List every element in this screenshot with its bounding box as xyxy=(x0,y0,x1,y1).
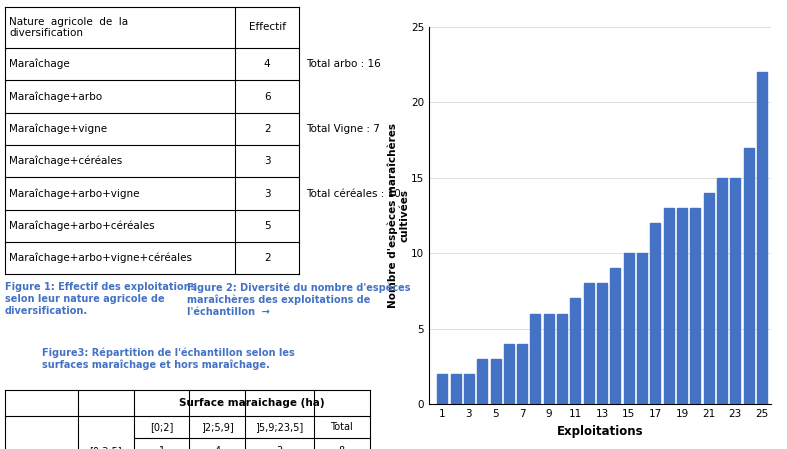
Bar xyxy=(477,359,487,404)
Bar xyxy=(624,253,634,404)
Bar xyxy=(584,283,593,404)
Bar xyxy=(597,283,607,404)
Text: 2: 2 xyxy=(264,124,271,134)
Bar xyxy=(611,269,620,404)
Text: 3: 3 xyxy=(264,156,271,166)
Text: Figure 2: Diversité du nombre d'espèces
maraîchères des exploitations de
l'échan: Figure 2: Diversité du nombre d'espèces … xyxy=(187,282,411,317)
Bar xyxy=(557,313,567,404)
Text: Maraîchage+arbo+vigne+céréales: Maraîchage+arbo+vigne+céréales xyxy=(9,253,192,264)
Text: 3: 3 xyxy=(264,189,271,198)
Text: Total Vigne : 7: Total Vigne : 7 xyxy=(305,124,379,134)
Text: [0;3,5]: [0;3,5] xyxy=(89,446,122,449)
Text: 4: 4 xyxy=(264,59,271,69)
Bar xyxy=(663,208,674,404)
Text: 3: 3 xyxy=(276,446,283,449)
Bar xyxy=(704,193,714,404)
Bar xyxy=(650,223,660,404)
Text: [0;2]: [0;2] xyxy=(150,422,173,432)
Text: 2: 2 xyxy=(264,253,271,263)
Text: Maraîchage+vigne: Maraîchage+vigne xyxy=(9,123,108,134)
Bar xyxy=(571,299,581,404)
Text: Figure 1: Effectif des exploitations
selon leur nature agricole de
diversificati: Figure 1: Effectif des exploitations sel… xyxy=(5,282,197,316)
Bar xyxy=(730,178,741,404)
Text: 8: 8 xyxy=(338,446,345,449)
Y-axis label: Nombre d'espèces maraîchères
cultivées: Nombre d'espèces maraîchères cultivées xyxy=(387,123,409,308)
Text: Effectif: Effectif xyxy=(249,22,286,32)
Bar xyxy=(757,72,767,404)
Text: 6: 6 xyxy=(264,92,271,101)
Text: Total: Total xyxy=(331,422,353,432)
Text: Maraîchage: Maraîchage xyxy=(9,59,70,70)
Text: ]2;5,9]: ]2;5,9] xyxy=(201,422,234,432)
X-axis label: Exploitations: Exploitations xyxy=(556,424,644,437)
Bar xyxy=(464,374,474,404)
Bar xyxy=(690,208,700,404)
Bar xyxy=(744,148,754,404)
Text: Total céréales : 10: Total céréales : 10 xyxy=(305,189,401,198)
Bar xyxy=(544,313,554,404)
Text: Maraîchage+céréales: Maraîchage+céréales xyxy=(9,156,123,167)
Bar xyxy=(637,253,647,404)
Text: 4: 4 xyxy=(214,446,220,449)
Bar xyxy=(490,359,501,404)
Text: Total arbo : 16: Total arbo : 16 xyxy=(305,59,380,69)
Text: Surface maraichage (ha): Surface maraichage (ha) xyxy=(179,398,324,408)
Bar xyxy=(517,344,527,404)
Bar xyxy=(677,208,687,404)
Text: Figure3: Répartition de l'échantillon selon les
surfaces maraîchage et hors mara: Figure3: Répartition de l'échantillon se… xyxy=(42,348,295,370)
Bar xyxy=(717,178,727,404)
Text: Maraîchage+arbo: Maraîchage+arbo xyxy=(9,91,102,102)
Text: Maraîchage+arbo+céréales: Maraîchage+arbo+céréales xyxy=(9,220,155,231)
Text: ]5,9;23,5]: ]5,9;23,5] xyxy=(256,422,304,432)
Text: 5: 5 xyxy=(264,221,271,231)
Text: Maraîchage+arbo+vigne: Maraîchage+arbo+vigne xyxy=(9,188,140,199)
Bar xyxy=(451,374,460,404)
Bar xyxy=(530,313,541,404)
Text: Nature  agricole  de  la
diversification: Nature agricole de la diversification xyxy=(9,17,128,38)
Bar xyxy=(438,374,447,404)
Text: 1: 1 xyxy=(158,446,164,449)
Bar xyxy=(504,344,514,404)
